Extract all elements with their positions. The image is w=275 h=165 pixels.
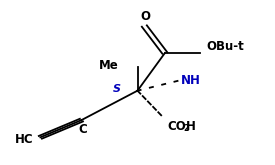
Text: 2: 2 xyxy=(184,124,189,133)
Text: NH: NH xyxy=(181,74,201,87)
Text: OBu-t: OBu-t xyxy=(206,40,244,53)
Text: C: C xyxy=(78,123,87,136)
Text: Me: Me xyxy=(99,59,118,72)
Text: HC: HC xyxy=(15,133,34,146)
Text: H: H xyxy=(186,120,196,133)
Text: CO: CO xyxy=(167,120,186,133)
Text: S: S xyxy=(113,84,121,94)
Text: O: O xyxy=(141,10,151,23)
